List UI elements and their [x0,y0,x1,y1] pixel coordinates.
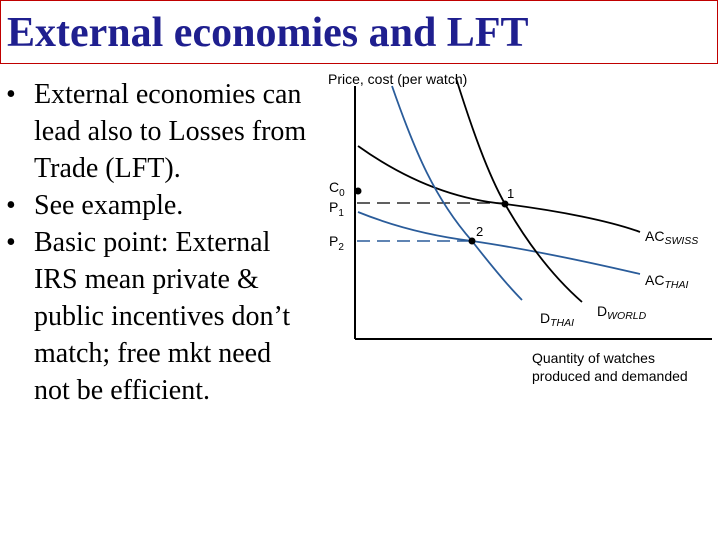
x-axis-label-line1: Quantity of watches [532,350,655,366]
d-world-curve [455,77,583,303]
ac-thai-label: ACTHAI [645,272,688,291]
slide-title: External economies and LFT [7,10,529,56]
ac-swiss-curve [357,145,641,233]
bullet-item: See example. [6,187,311,224]
diagram: Price, cost (per watch) Quantity of watc… [328,71,712,384]
y-axis-label: Price, cost (per watch) [328,71,467,87]
point-1 [501,200,509,208]
title-bar: External economies and LFT [0,0,718,64]
d-thai-label: DTHAI [540,310,574,329]
point-2 [468,237,476,245]
point-1-label: 1 [507,186,514,201]
p2-label: P2 [329,233,344,253]
ac-swiss-label: ACSWISS [645,228,698,247]
point-c0 [354,187,362,195]
d-thai-curve [391,85,523,301]
p1-label: P1 [329,199,344,219]
c0-label: C0 [329,179,345,199]
bullet-item: External economies can lead also to Loss… [6,76,311,187]
ac-thai-curve [357,211,641,275]
point-2-label: 2 [476,224,483,239]
d-world-label: DWORLD [597,303,647,322]
bullet-list: External economies can lead also to Loss… [6,76,311,409]
bullet-item: Basic point: External IRS mean private &… [6,224,311,409]
x-axis-label-line2: produced and demanded [532,368,688,384]
